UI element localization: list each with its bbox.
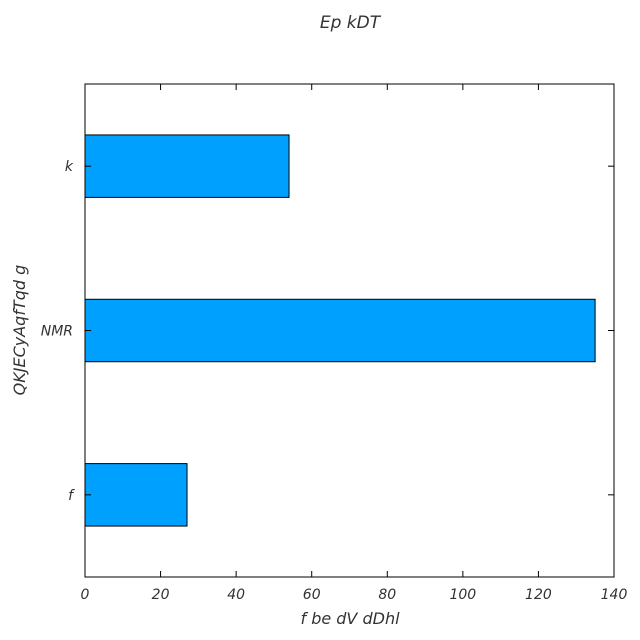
x-axis-label: f be dV dDhl [300, 609, 400, 628]
bar-k [84, 134, 290, 198]
x-tick-label: 40 [227, 587, 245, 603]
y-tick-label-k: k [65, 159, 74, 175]
bar-f [84, 463, 188, 527]
x-tick-label: 120 [525, 587, 552, 603]
x-tick-label: 80 [378, 587, 396, 603]
y-axis-label: QKJECyAqfTqd g [10, 265, 29, 396]
chart-title: Ep kDT [320, 13, 382, 33]
x-axis-ticks: 0 20 40 60 80 100 120 140 [81, 84, 628, 603]
x-tick-label: 0 [81, 587, 90, 603]
bars-group [84, 134, 596, 527]
x-tick-label: 60 [303, 587, 321, 603]
x-tick-label: 100 [449, 587, 476, 603]
x-tick-label: 20 [152, 587, 170, 603]
y-tick-label-nmr: NMR [41, 324, 73, 340]
y-axis-ticks: f NMR k [41, 159, 614, 504]
bar-nmr [84, 298, 596, 363]
x-tick-label: 140 [601, 587, 628, 603]
y-tick-label-f: f [68, 488, 75, 504]
